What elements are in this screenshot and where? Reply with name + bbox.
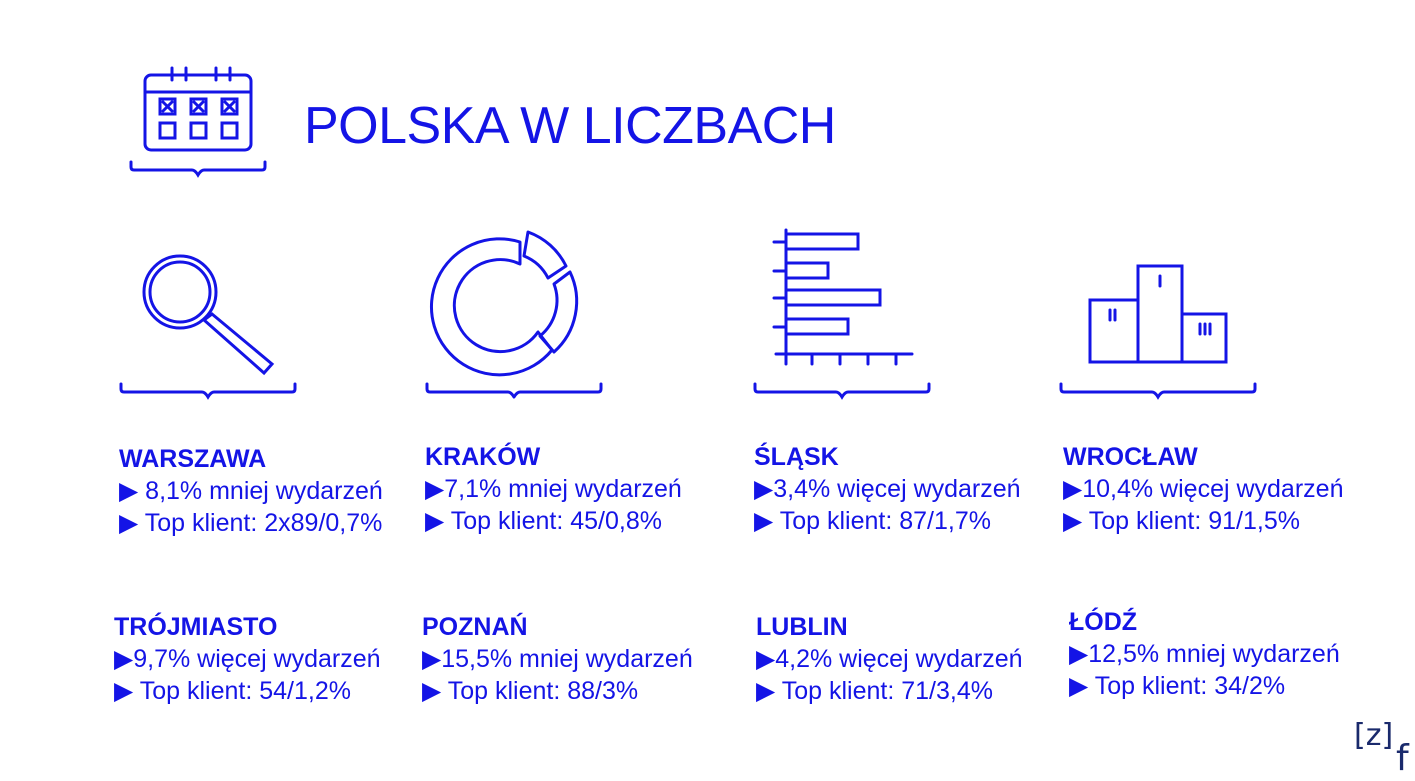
city-name: POZNAŃ [422,613,528,641]
top-client-stat: ▶ Top klient: 34/2% [1069,672,1286,700]
events-stat: ▶9,7% więcej wydarzeń [114,645,381,673]
bar-chart-icon [753,228,931,400]
city-lublin: LUBLIN ▶4,2% więcej wydarzeń ▶ Top klien… [756,611,1023,707]
logo-bracket: [z] [1354,718,1394,753]
top-client-stat: ▶ Top klient: 45/0,8% [425,507,662,535]
city-name: WROCŁAW [1063,443,1198,471]
magnifier-icon [119,254,297,400]
top-client-stat: ▶ Top klient: 87/1,7% [754,507,991,535]
top-client-stat: ▶ Top klient: 88/3% [422,677,639,705]
top-client-stat: ▶ Top klient: 71/3,4% [756,677,993,705]
calendar-icon [129,66,267,178]
page-title: POLSKA W LICZBACH [304,97,836,155]
city-name: WARSZAWA [119,445,267,473]
top-client-stat: ▶ Top klient: 91/1,5% [1063,507,1300,535]
events-stat: ▶3,4% więcej wydarzeń [754,475,1021,503]
city-slask: ŚLĄSK ▶3,4% więcej wydarzeń ▶ Top klient… [754,441,1021,537]
city-name: LUBLIN [756,613,848,641]
city-name: ŁÓDŹ [1069,608,1138,636]
events-stat: ▶12,5% mniej wydarzeń [1069,640,1340,668]
city-name: KRAKÓW [425,443,541,471]
logo-letter: f [1396,738,1409,779]
events-stat: ▶ 8,1% mniej wydarzeń [119,477,383,505]
top-client-stat: ▶ Top klient: 54/1,2% [114,677,351,705]
podium-icon [1059,264,1257,400]
donut-chart-icon [425,230,603,399]
city-wroclaw: WROCŁAW ▶10,4% więcej wydarzeń ▶ Top kli… [1063,441,1343,537]
brand-logo: [z] f [1354,718,1414,780]
events-stat: ▶10,4% więcej wydarzeń [1063,475,1344,503]
events-stat: ▶4,2% więcej wydarzeń [756,645,1023,673]
city-poznan: POZNAŃ ▶15,5% mniej wydarzeń ▶ Top klien… [422,611,693,707]
city-warszawa: WARSZAWA ▶ 8,1% mniej wydarzeń ▶ Top kli… [119,443,383,539]
city-lodz: ŁÓDŹ ▶12,5% mniej wydarzeń ▶ Top klient:… [1069,606,1340,702]
city-trojmiasto: TRÓJMIASTO ▶9,7% więcej wydarzeń ▶ Top k… [114,611,381,707]
events-stat: ▶7,1% mniej wydarzeń [425,475,682,503]
city-name: ŚLĄSK [754,443,839,471]
city-name: TRÓJMIASTO [114,613,278,641]
city-krakow: KRAKÓW ▶7,1% mniej wydarzeń ▶ Top klient… [425,441,682,537]
events-stat: ▶15,5% mniej wydarzeń [422,645,693,673]
top-client-stat: ▶ Top klient: 2x89/0,7% [119,509,383,537]
